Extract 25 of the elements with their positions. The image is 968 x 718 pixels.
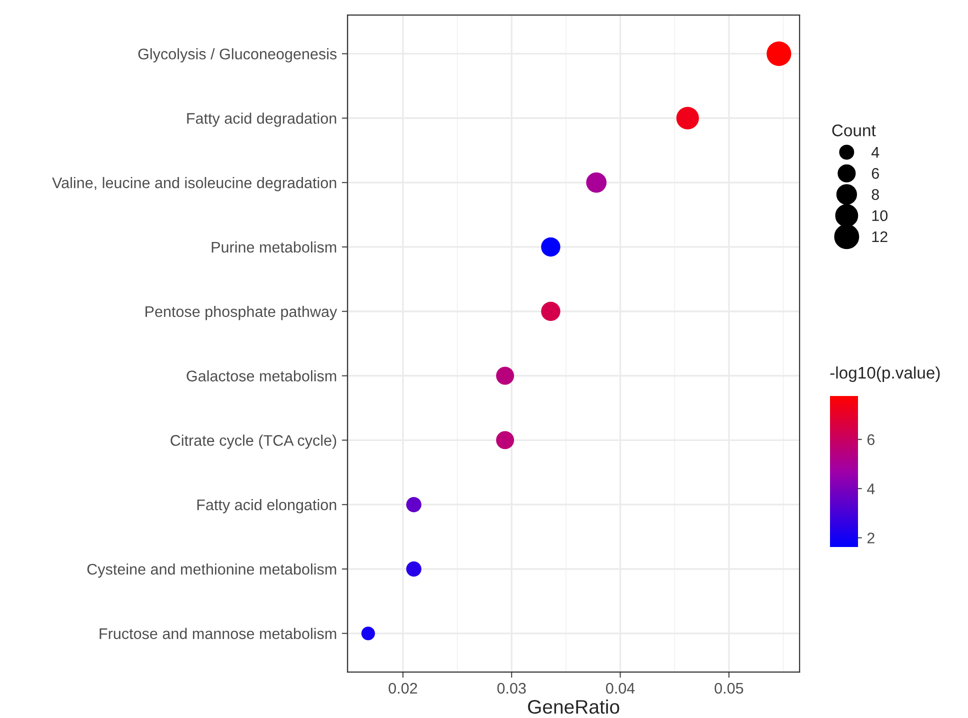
- color-bar-label: 6: [867, 434, 874, 446]
- y-tick-label: Glycolysis / Gluconeogenesis: [138, 48, 337, 62]
- y-tick-label: Citrate cycle (TCA cycle): [170, 434, 336, 449]
- legend-label: 6: [872, 168, 879, 179]
- y-tick-label: Fatty acid elongation: [197, 499, 336, 514]
- y-tick-label: Pentose phosphate pathway: [146, 306, 338, 320]
- legend-label: 10: [872, 210, 888, 222]
- x-tick-label: 0.02: [388, 682, 418, 694]
- x-tick-label: 0.03: [497, 682, 526, 694]
- color-bar-title: -log10(p.value): [830, 366, 940, 382]
- color-bar-label: 4: [867, 484, 875, 494]
- color-bar-label: 2: [867, 532, 874, 544]
- x-tick-label: 0.04: [606, 682, 635, 694]
- y-tick-label: Cysteine and methionine metabolism: [87, 563, 336, 578]
- y-tick-label: Fatty acid degradation: [187, 112, 336, 127]
- legend-label: 8: [872, 189, 879, 200]
- y-tick-label: Fructose and mannose metabolism: [100, 628, 336, 640]
- y-tick-label: Galactose metabolism: [186, 370, 336, 382]
- y-tick-label: Valine, leucine and isoleucine degradation: [52, 177, 336, 192]
- legend-label: 12: [872, 231, 888, 242]
- x-tick-label: 0.05: [714, 682, 744, 694]
- y-tick-label: Purine metabolism: [212, 241, 336, 253]
- legend-label: 4: [871, 147, 880, 158]
- legend-title: Count: [832, 124, 876, 136]
- x-axis-title: GeneRatio: [528, 699, 620, 714]
